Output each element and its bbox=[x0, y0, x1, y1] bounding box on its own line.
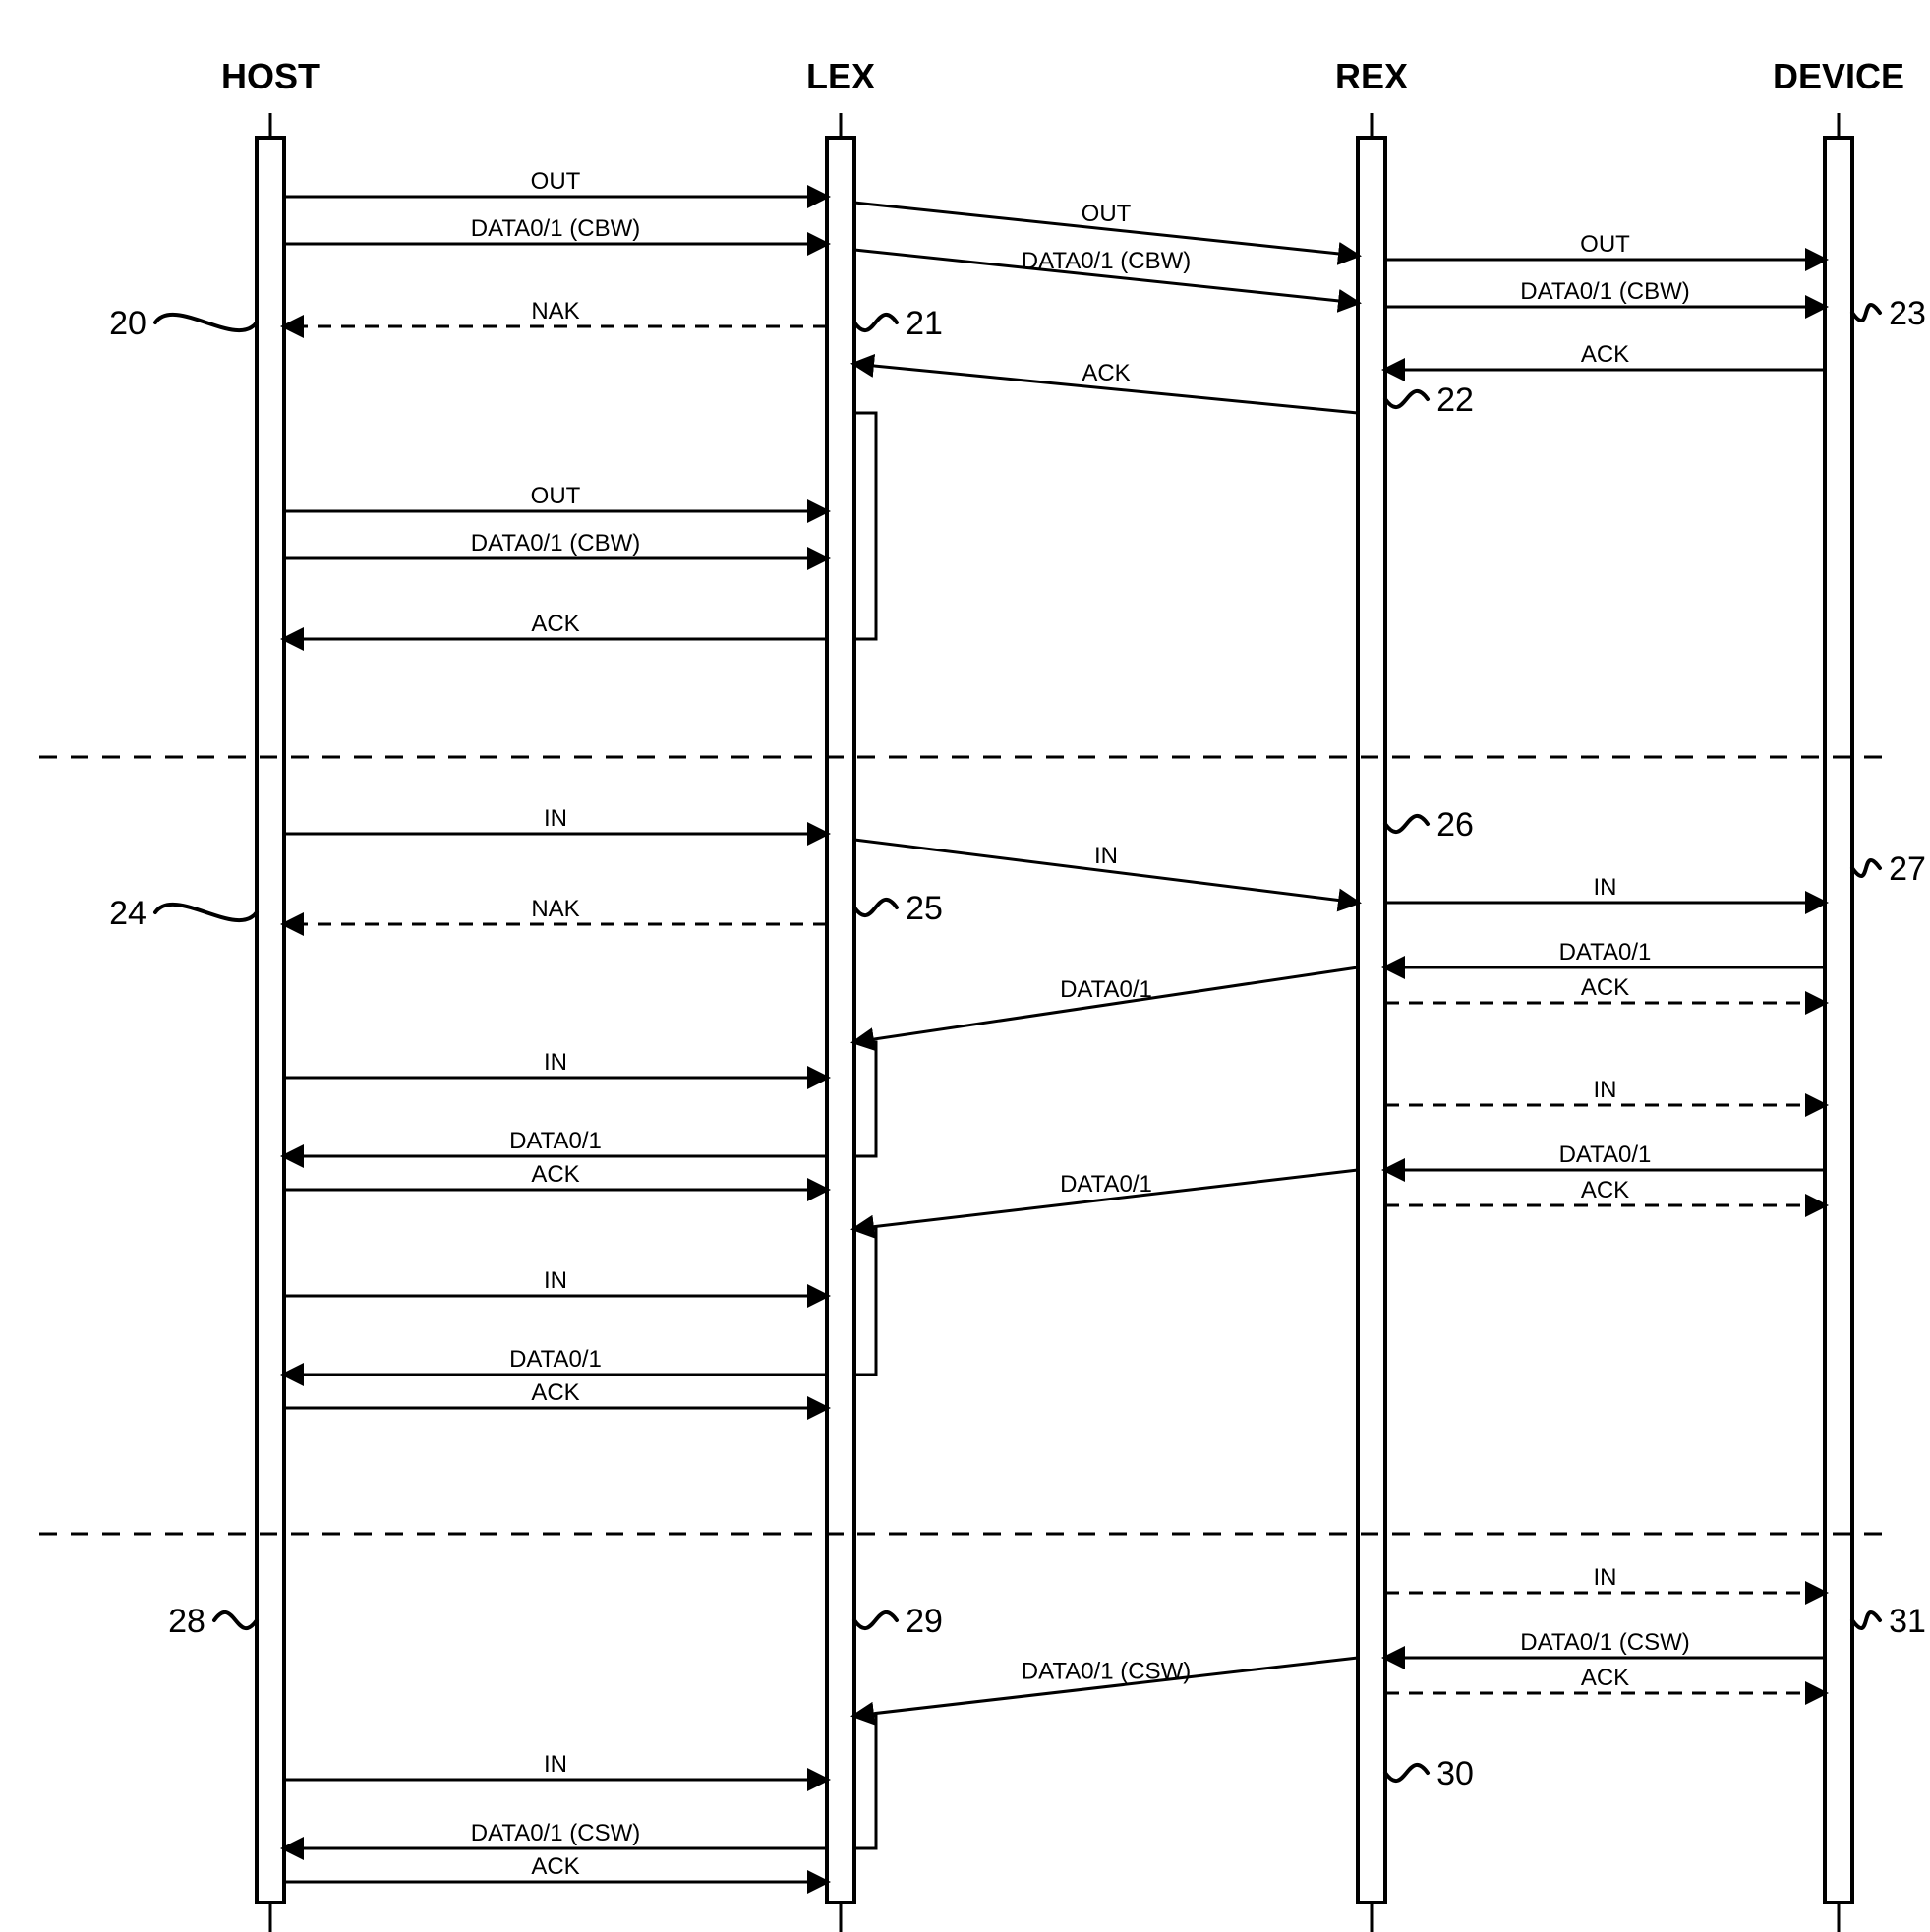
s2_rd_ack1-label: ACK bbox=[1581, 974, 1629, 1001]
s1_hl_out-label: OUT bbox=[531, 168, 581, 195]
lifeline-label-rex: REX bbox=[1335, 56, 1408, 96]
ref-leader-31 bbox=[1852, 1612, 1880, 1628]
s2_hl_in3-label: IN bbox=[544, 1267, 567, 1294]
s2_rd_ack2-label: ACK bbox=[1581, 1177, 1629, 1203]
s1_rl_ack-label: ACK bbox=[1082, 360, 1130, 386]
ref-24: 24 bbox=[109, 895, 146, 932]
lifeline-label-device: DEVICE bbox=[1773, 56, 1904, 96]
ref-leader-28 bbox=[214, 1612, 257, 1628]
s1_lex_hook bbox=[854, 413, 876, 639]
ref-30: 30 bbox=[1436, 1755, 1474, 1792]
s2_lh_nak-label: NAK bbox=[531, 896, 579, 922]
s2_hl_in-label: IN bbox=[544, 805, 567, 832]
s2_dr_data1-label: DATA0/1 bbox=[1559, 939, 1652, 966]
lifeline-bar-host bbox=[257, 138, 284, 1903]
ref-leader-24 bbox=[155, 905, 257, 920]
s1_rd_data-label: DATA0/1 (CBW) bbox=[1520, 278, 1689, 305]
lifeline-bar-rex bbox=[1358, 138, 1385, 1903]
ref-leader-29 bbox=[854, 1612, 897, 1628]
s3_dr_csw-label: DATA0/1 (CSW) bbox=[1520, 1629, 1689, 1656]
ref-25: 25 bbox=[906, 890, 943, 927]
ref-leader-30 bbox=[1385, 1765, 1428, 1781]
ref-leader-27 bbox=[1852, 860, 1880, 876]
s2_hl_ack2-label: ACK bbox=[531, 1379, 579, 1406]
ref-22: 22 bbox=[1436, 381, 1474, 419]
ref-leader-25 bbox=[854, 900, 897, 915]
s2_lh_data1-label: DATA0/1 bbox=[509, 1128, 602, 1154]
ref-26: 26 bbox=[1436, 806, 1474, 844]
s3_rl_csw-label: DATA0/1 (CSW) bbox=[1022, 1659, 1191, 1685]
s3_rd_in-label: IN bbox=[1594, 1564, 1617, 1591]
s3_rd_ack-label: ACK bbox=[1581, 1665, 1629, 1691]
ref-28: 28 bbox=[168, 1603, 205, 1640]
s1_lr_data-label: DATA0/1 (CBW) bbox=[1022, 248, 1191, 274]
s2_rl_data1-label: DATA0/1 bbox=[1060, 976, 1152, 1003]
lifeline-bar-device bbox=[1825, 138, 1852, 1903]
s2_rd_in1-label: IN bbox=[1594, 874, 1617, 901]
lifeline-bar-lex bbox=[827, 138, 854, 1903]
ref-27: 27 bbox=[1889, 850, 1926, 888]
ref-23: 23 bbox=[1889, 295, 1926, 332]
s1_lr_out-label: OUT bbox=[1082, 201, 1132, 227]
s1_hl_data2-label: DATA0/1 (CBW) bbox=[471, 530, 640, 556]
s2_lr_in-label: IN bbox=[1094, 843, 1118, 869]
ref-leader-26 bbox=[1385, 816, 1428, 832]
s2_hl_in2-label: IN bbox=[544, 1049, 567, 1076]
s2_lh_data2-label: DATA0/1 bbox=[509, 1346, 602, 1373]
ref-21: 21 bbox=[906, 305, 943, 342]
ref-leader-22 bbox=[1385, 391, 1428, 407]
s1_dr_ack-label: ACK bbox=[1581, 341, 1629, 368]
s2_lex_hook1 bbox=[854, 1042, 876, 1156]
s2_dr_data2-label: DATA0/1 bbox=[1559, 1142, 1652, 1168]
s3_lh_csw-label: DATA0/1 (CSW) bbox=[471, 1820, 640, 1846]
ref-leader-21 bbox=[854, 315, 897, 330]
s1_rd_out-label: OUT bbox=[1580, 231, 1630, 258]
s1_hl_out2-label: OUT bbox=[531, 483, 581, 509]
ref-31: 31 bbox=[1889, 1603, 1926, 1640]
s1_hl_data-label: DATA0/1 (CBW) bbox=[471, 215, 640, 242]
ref-leader-20 bbox=[155, 315, 257, 330]
s2_hl_ack1-label: ACK bbox=[531, 1161, 579, 1188]
ref-20: 20 bbox=[109, 305, 146, 342]
s3_lex_hook bbox=[854, 1716, 876, 1848]
s1_lh_nak-label: NAK bbox=[531, 298, 579, 324]
s2_rd_in2-label: IN bbox=[1594, 1077, 1617, 1103]
s3_hl_ack-label: ACK bbox=[531, 1853, 579, 1880]
ref-leader-23 bbox=[1852, 305, 1880, 321]
sequence-diagram: HOST LEX REX DEVICE OUT DATA0/1 (CBW) NAK OUT D… bbox=[0, 0, 1930, 1932]
s3_hl_in-label: IN bbox=[544, 1751, 567, 1778]
lifeline-label-lex: LEX bbox=[806, 56, 875, 96]
s2_rl_data2-label: DATA0/1 bbox=[1060, 1171, 1152, 1198]
lifeline-label-host: HOST bbox=[221, 56, 320, 96]
ref-29: 29 bbox=[906, 1603, 943, 1640]
s2_lex_hook2 bbox=[854, 1229, 876, 1375]
s1_lh_ack-label: ACK bbox=[531, 611, 579, 637]
